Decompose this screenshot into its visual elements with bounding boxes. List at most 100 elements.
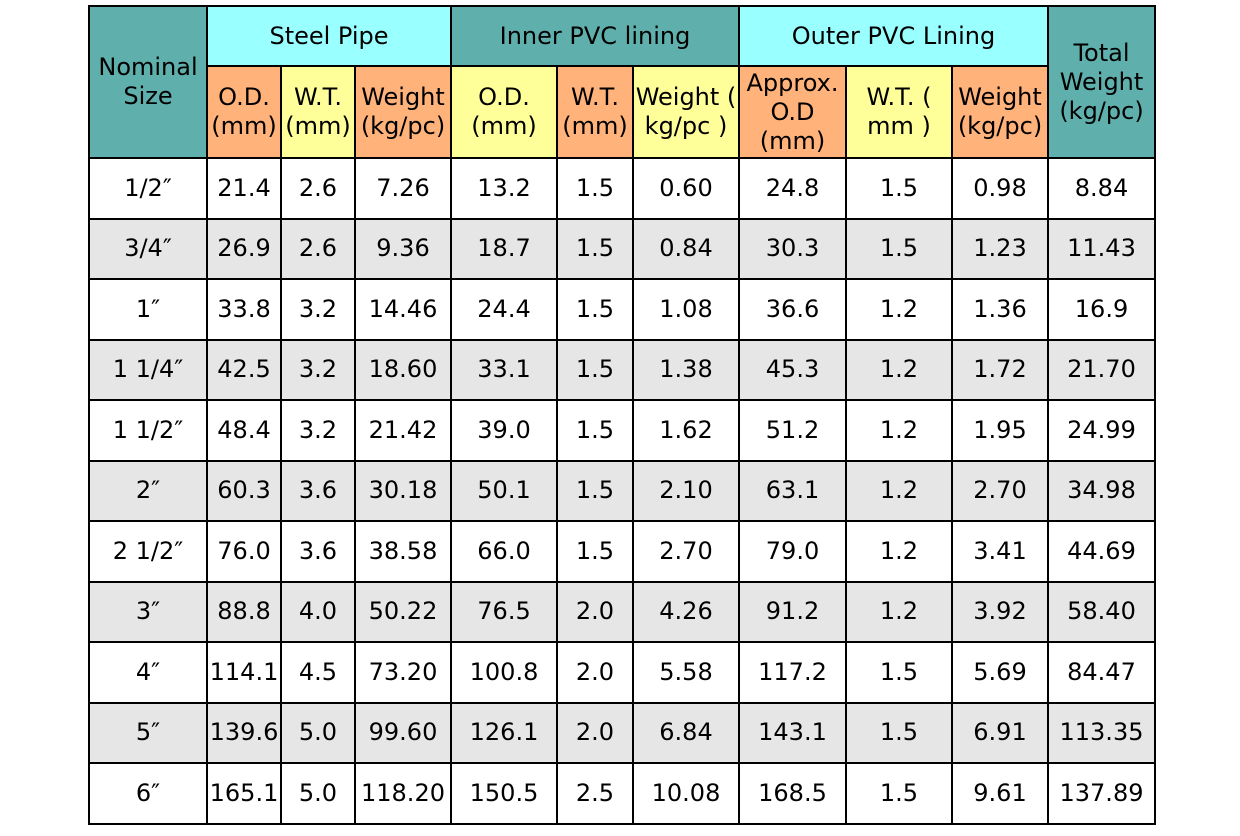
inner-od-cell: 24.4 bbox=[450, 278, 558, 341]
nominal-size-cell: 2″ bbox=[88, 459, 208, 522]
inner-wt-cell: 2.0 bbox=[556, 641, 634, 704]
inner-weight-cell: 4.26 bbox=[632, 580, 740, 643]
steel-od-cell: 139.6 bbox=[206, 701, 282, 764]
header-steel-pipe: Steel Pipe bbox=[206, 5, 452, 67]
outer-wt-cell: 1.5 bbox=[845, 762, 953, 825]
outer-od-cell: 63.1 bbox=[738, 459, 847, 522]
outer-wt-cell: 1.5 bbox=[845, 157, 953, 220]
outer-od-cell: 79.0 bbox=[738, 520, 847, 583]
outer-od-cell: 30.3 bbox=[738, 217, 847, 280]
inner-weight-cell: 0.60 bbox=[632, 157, 740, 220]
inner-od-cell: 66.0 bbox=[450, 520, 558, 583]
header-inner-weight: Weight ( kg/pc ) bbox=[632, 65, 740, 159]
inner-weight-cell: 0.84 bbox=[632, 217, 740, 280]
table-row: 2 1/2″ 76.0 3.6 38.58 66.0 1.5 2.70 79.0 1.2 3.41… bbox=[88, 520, 1156, 583]
table-row: 2″ 60.3 3.6 30.18 50.1 1.5 2.10 63.1 1.2 2.70 34.9… bbox=[88, 459, 1156, 522]
inner-weight-cell: 1.08 bbox=[632, 278, 740, 341]
total-weight-cell: 58.40 bbox=[1047, 580, 1156, 643]
table-row: 4″ 114.1 4.5 73.20 100.8 2.0 5.58 117.2 1.5 5.69 8… bbox=[88, 641, 1156, 704]
table-row: 6″ 165.1 5.0 118.20 150.5 2.5 10.08 168.5 1.5 9.6… bbox=[88, 762, 1156, 825]
nominal-size-cell: 1″ bbox=[88, 278, 208, 341]
total-weight-cell: 84.47 bbox=[1047, 641, 1156, 704]
nominal-size-cell: 1/2″ bbox=[88, 157, 208, 220]
outer-weight-cell: 3.41 bbox=[951, 520, 1049, 583]
total-weight-cell: 44.69 bbox=[1047, 520, 1156, 583]
steel-weight-cell: 99.60 bbox=[354, 701, 452, 764]
header-outer-wt: W.T. ( mm ) bbox=[845, 65, 953, 159]
inner-od-cell: 100.8 bbox=[450, 641, 558, 704]
steel-weight-cell: 50.22 bbox=[354, 580, 452, 643]
outer-od-cell: 91.2 bbox=[738, 580, 847, 643]
nominal-size-cell: 2 1/2″ bbox=[88, 520, 208, 583]
outer-weight-cell: 1.23 bbox=[951, 217, 1049, 280]
header-steel-weight: Weight (kg/pc) bbox=[354, 65, 452, 159]
nominal-size-cell: 3″ bbox=[88, 580, 208, 643]
inner-od-cell: 33.1 bbox=[450, 338, 558, 401]
outer-weight-cell: 3.92 bbox=[951, 580, 1049, 643]
header-total-weight: Total Weight (kg/pc) bbox=[1047, 5, 1156, 159]
inner-od-cell: 39.0 bbox=[450, 399, 558, 462]
inner-od-cell: 76.5 bbox=[450, 580, 558, 643]
total-weight-cell: 16.9 bbox=[1047, 278, 1156, 341]
steel-weight-cell: 9.36 bbox=[354, 217, 452, 280]
nominal-size-cell: 5″ bbox=[88, 701, 208, 764]
nominal-size-cell: 3/4″ bbox=[88, 217, 208, 280]
inner-od-cell: 150.5 bbox=[450, 762, 558, 825]
pipe-spec-table: Nominal Size Steel Pipe Inner PVC lining… bbox=[88, 5, 1156, 825]
outer-wt-cell: 1.2 bbox=[845, 278, 953, 341]
outer-wt-cell: 1.5 bbox=[845, 641, 953, 704]
steel-od-cell: 21.4 bbox=[206, 157, 282, 220]
outer-weight-cell: 2.70 bbox=[951, 459, 1049, 522]
total-weight-cell: 113.35 bbox=[1047, 701, 1156, 764]
inner-wt-cell: 1.5 bbox=[556, 217, 634, 280]
header-inner-wt: W.T. (mm) bbox=[556, 65, 634, 159]
inner-od-cell: 50.1 bbox=[450, 459, 558, 522]
steel-weight-cell: 30.18 bbox=[354, 459, 452, 522]
inner-wt-cell: 1.5 bbox=[556, 399, 634, 462]
steel-od-cell: 88.8 bbox=[206, 580, 282, 643]
inner-wt-cell: 1.5 bbox=[556, 459, 634, 522]
table-body: 1/2″ 21.4 2.6 7.26 13.2 1.5 0.60 24.8 1.5 0.98 8.8… bbox=[88, 157, 1156, 825]
total-weight-cell: 8.84 bbox=[1047, 157, 1156, 220]
steel-wt-cell: 5.0 bbox=[280, 701, 356, 764]
inner-wt-cell: 1.5 bbox=[556, 278, 634, 341]
header-nominal-size: Nominal Size bbox=[88, 5, 208, 159]
steel-wt-cell: 5.0 bbox=[280, 762, 356, 825]
inner-weight-cell: 1.38 bbox=[632, 338, 740, 401]
outer-weight-cell: 9.61 bbox=[951, 762, 1049, 825]
steel-wt-cell: 3.6 bbox=[280, 520, 356, 583]
outer-wt-cell: 1.5 bbox=[845, 217, 953, 280]
table-row: 1 1/2″ 48.4 3.2 21.42 39.0 1.5 1.62 51.2 1.2 1.95… bbox=[88, 399, 1156, 462]
inner-weight-cell: 6.84 bbox=[632, 701, 740, 764]
outer-wt-cell: 1.2 bbox=[845, 520, 953, 583]
table-row: 3/4″ 26.9 2.6 9.36 18.7 1.5 0.84 30.3 1.5 1.23 11.… bbox=[88, 217, 1156, 280]
steel-od-cell: 165.1 bbox=[206, 762, 282, 825]
steel-weight-cell: 38.58 bbox=[354, 520, 452, 583]
inner-weight-cell: 2.70 bbox=[632, 520, 740, 583]
header-outer-weight: Weight (kg/pc) bbox=[951, 65, 1049, 159]
nominal-size-cell: 6″ bbox=[88, 762, 208, 825]
header-inner-od: O.D. (mm) bbox=[450, 65, 558, 159]
table-row: 1/2″ 21.4 2.6 7.26 13.2 1.5 0.60 24.8 1.5 0.98 8.8… bbox=[88, 157, 1156, 220]
steel-wt-cell: 3.6 bbox=[280, 459, 356, 522]
outer-weight-cell: 1.36 bbox=[951, 278, 1049, 341]
table-row: 1 1/4″ 42.5 3.2 18.60 33.1 1.5 1.38 45.3 1.2 1.72… bbox=[88, 338, 1156, 401]
inner-weight-cell: 10.08 bbox=[632, 762, 740, 825]
outer-wt-cell: 1.2 bbox=[845, 580, 953, 643]
outer-weight-cell: 1.72 bbox=[951, 338, 1049, 401]
steel-wt-cell: 3.2 bbox=[280, 278, 356, 341]
steel-wt-cell: 4.0 bbox=[280, 580, 356, 643]
outer-weight-cell: 5.69 bbox=[951, 641, 1049, 704]
table-row: 5″ 139.6 5.0 99.60 126.1 2.0 6.84 143.1 1.5 6.91 1… bbox=[88, 701, 1156, 764]
steel-weight-cell: 73.20 bbox=[354, 641, 452, 704]
nominal-size-cell: 1 1/4″ bbox=[88, 338, 208, 401]
inner-wt-cell: 2.0 bbox=[556, 701, 634, 764]
outer-wt-cell: 1.2 bbox=[845, 399, 953, 462]
outer-od-cell: 143.1 bbox=[738, 701, 847, 764]
steel-wt-cell: 2.6 bbox=[280, 217, 356, 280]
inner-wt-cell: 1.5 bbox=[556, 338, 634, 401]
header-steel-wt: W.T. (mm) bbox=[280, 65, 356, 159]
inner-weight-cell: 5.58 bbox=[632, 641, 740, 704]
steel-weight-cell: 21.42 bbox=[354, 399, 452, 462]
table-row: 3″ 88.8 4.0 50.22 76.5 2.0 4.26 91.2 1.2 3.92 58.4… bbox=[88, 580, 1156, 643]
